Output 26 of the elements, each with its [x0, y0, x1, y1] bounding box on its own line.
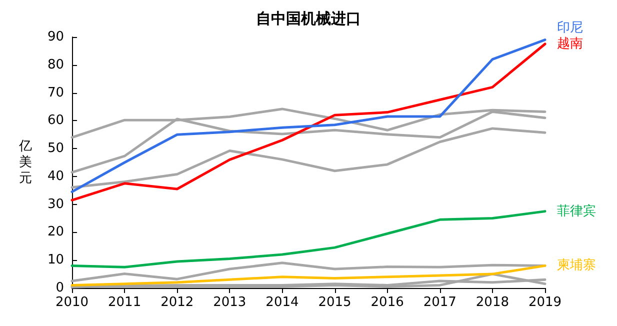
x-tick-label: 2014 [266, 295, 299, 310]
y-tick-label: 30 [47, 196, 64, 212]
x-tick-label: 2018 [476, 295, 509, 310]
x-tick-label: 2017 [423, 295, 456, 310]
series-label: 柬埔寨 [557, 257, 596, 274]
x-tick-label: 2015 [318, 295, 352, 310]
x-tick-label: 2011 [108, 295, 142, 310]
y-tick-label: 90 [47, 30, 64, 44]
y-tick-label: 20 [47, 224, 64, 240]
y-tick-label: 80 [47, 57, 64, 72]
series-label: 越南 [557, 36, 583, 52]
series-label: 菲律宾 [557, 202, 596, 219]
x-tick-label: 2013 [213, 295, 246, 310]
y-tick-label: 40 [47, 168, 64, 184]
chart-title: 自中国机械进口 [256, 10, 361, 28]
y-tick-label: 60 [47, 113, 64, 128]
series-label: 印尼 [557, 20, 583, 36]
y-tick-label: 70 [47, 85, 64, 100]
y-axis-title: 亿美元 [18, 139, 32, 186]
x-tick-label: 2012 [160, 295, 194, 310]
y-tick-label: 0 [56, 280, 64, 296]
y-tick-label: 10 [47, 252, 64, 268]
x-tick-label: 2019 [528, 295, 562, 310]
y-tick-label: 50 [47, 141, 64, 156]
x-tick-label: 2016 [370, 295, 404, 310]
x-tick-label: 2010 [55, 295, 89, 310]
